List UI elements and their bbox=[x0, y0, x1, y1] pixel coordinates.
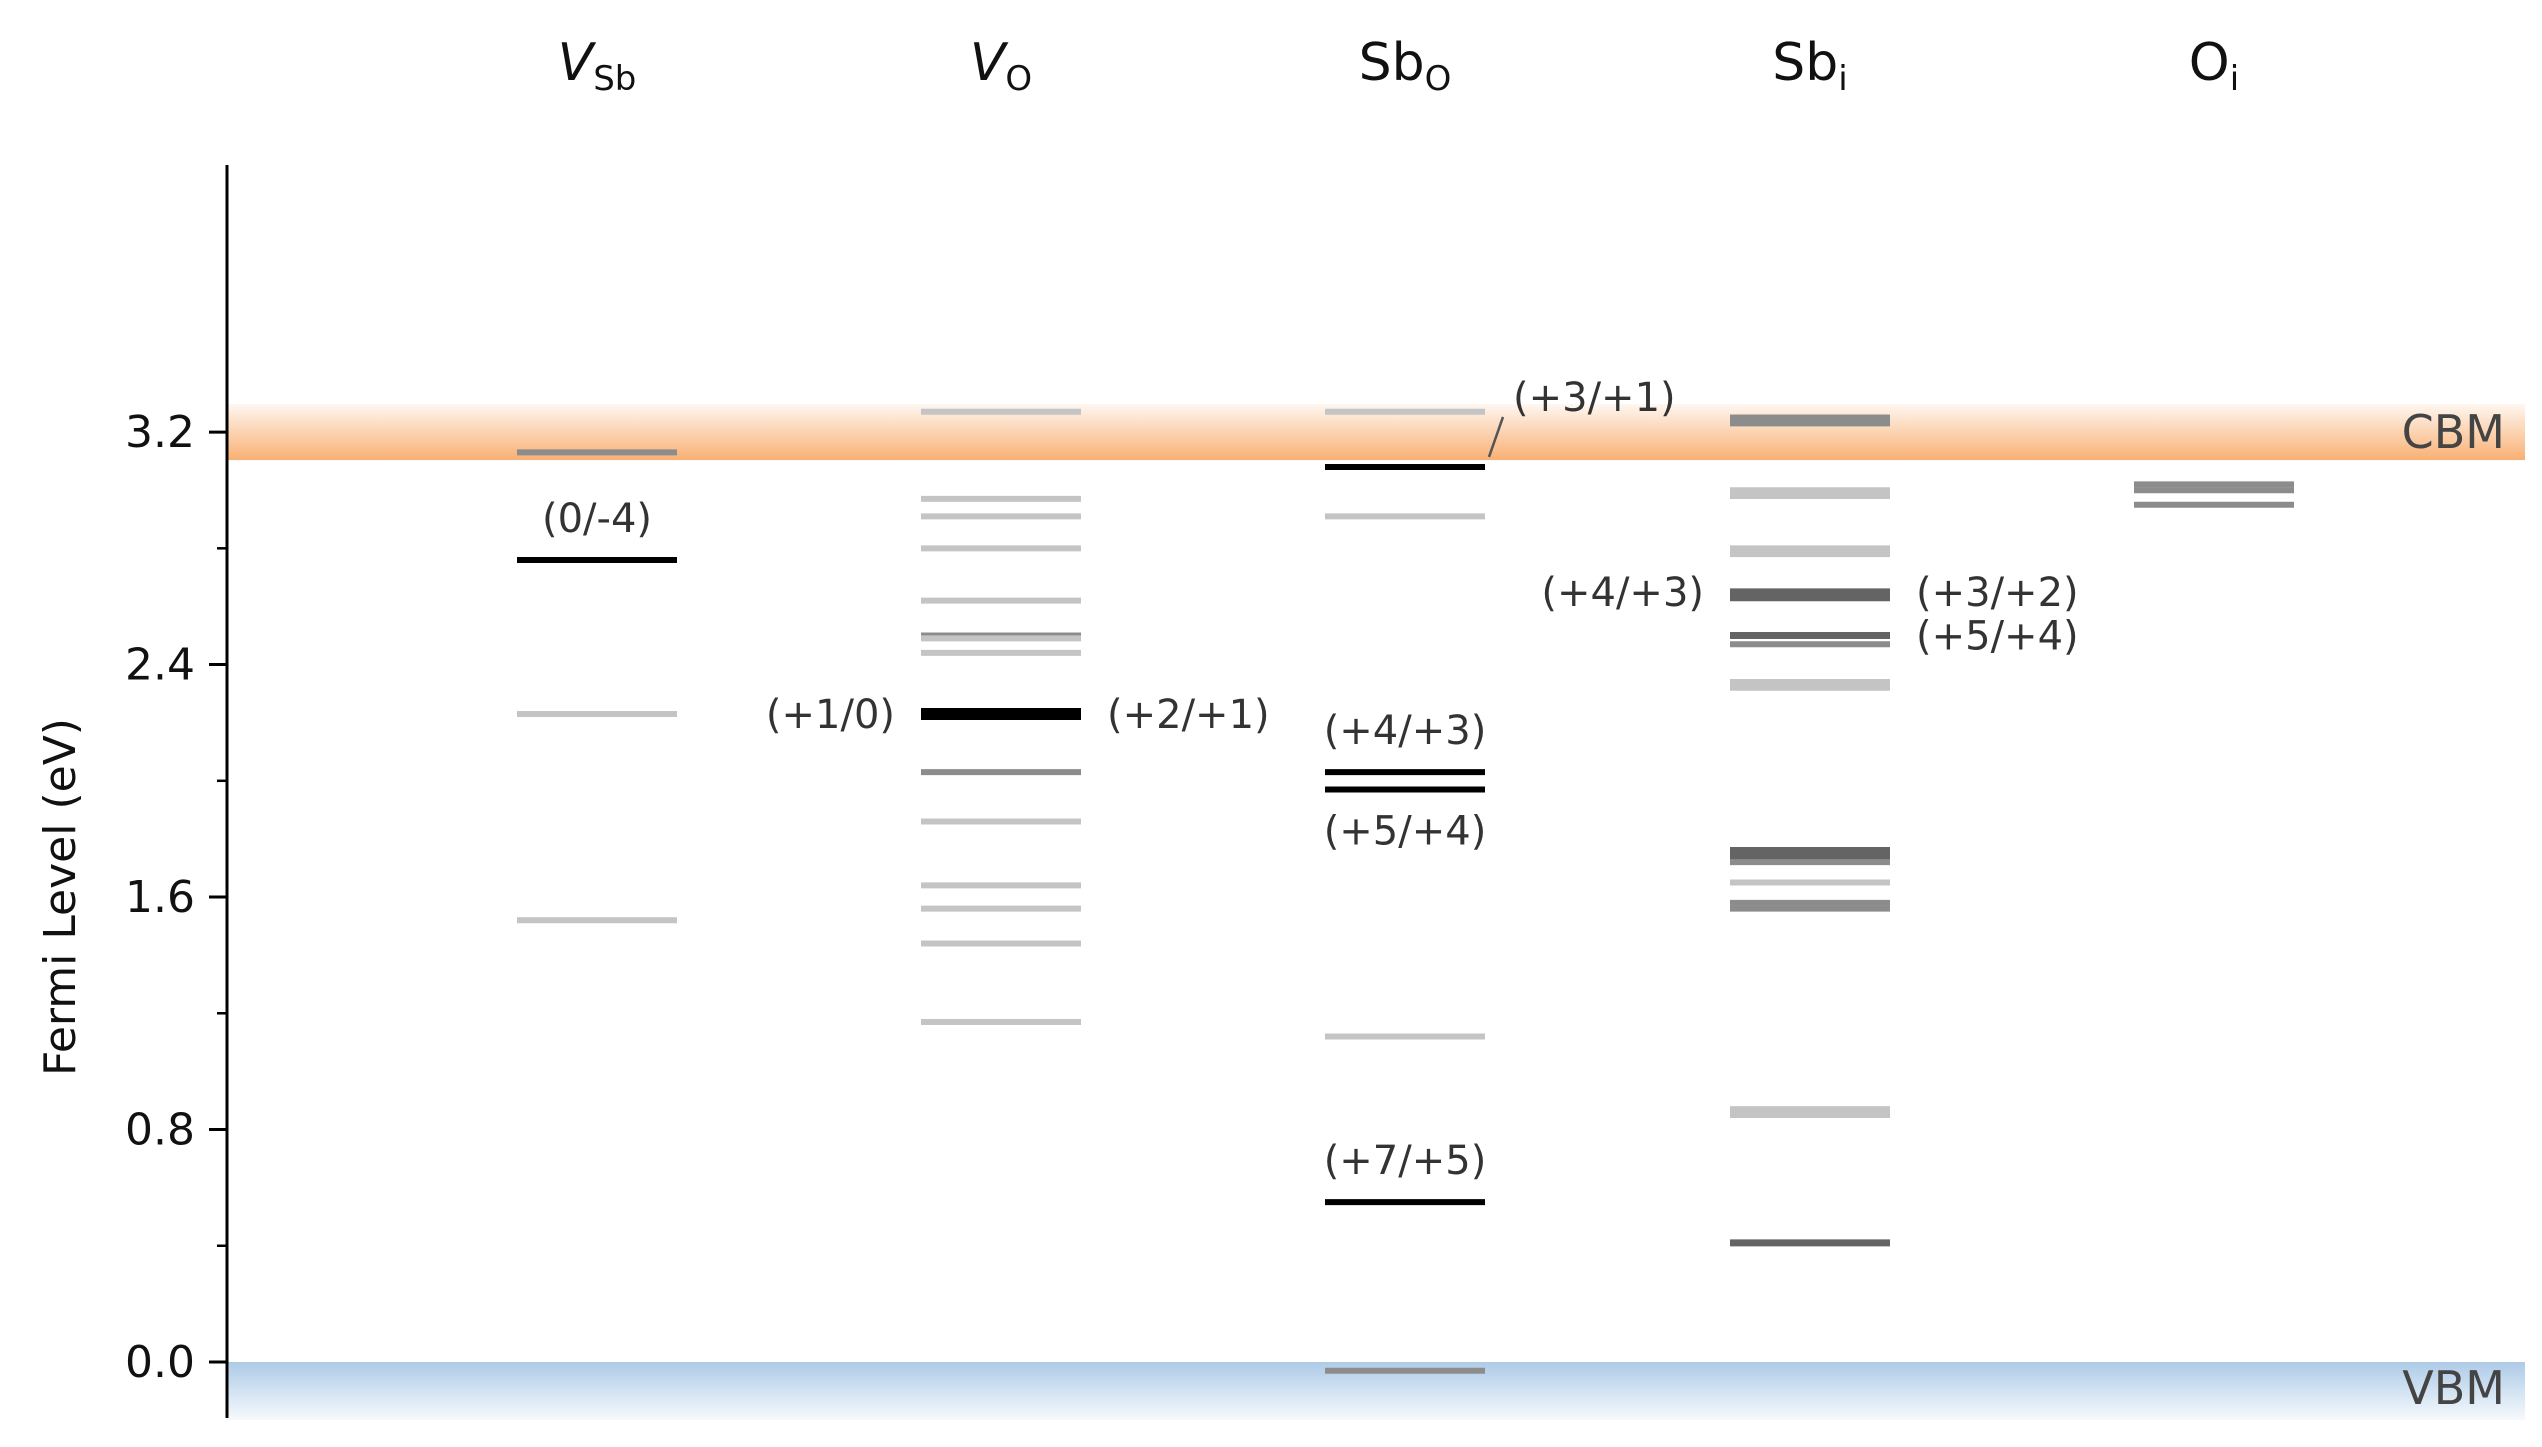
transition-label: (0/-4) bbox=[542, 496, 652, 542]
y-tick-label: 2.4 bbox=[125, 640, 195, 691]
transition-label: (+3/+1) bbox=[1513, 375, 1676, 421]
defect-header: VSb bbox=[558, 33, 637, 99]
defect-header: SbO bbox=[1359, 33, 1452, 99]
defect-header: VO bbox=[970, 33, 1032, 99]
transition-label: (+4/+3) bbox=[1541, 570, 1704, 616]
defect-header-main: O bbox=[2189, 33, 2230, 93]
defect-header-sub: i bbox=[1838, 59, 1847, 99]
transition-label: (+7/+5) bbox=[1324, 1138, 1487, 1184]
y-tick-label: 3.2 bbox=[125, 407, 195, 458]
band-edges: CBM VBM bbox=[227, 404, 2525, 1420]
defect-header-main: V bbox=[970, 33, 1009, 93]
transition-labels: (0/-4) (+1/0) (+2/+1) (+3/+1) (+4/+3) (+5/+4)… bbox=[542, 375, 2079, 1184]
transition-label: (+4/+3) bbox=[1324, 708, 1487, 754]
y-tick-label: 0.8 bbox=[125, 1105, 195, 1156]
defect-header-main: V bbox=[558, 33, 597, 93]
leader-line bbox=[1487, 416, 1505, 458]
y-axis-title: Fermi Level (eV) bbox=[35, 718, 86, 1076]
defect-header-sub: Sb bbox=[593, 59, 636, 99]
y-axis: 0.0 0.8 1.6 2.4 3.2 Fermi Level (eV) bbox=[35, 165, 229, 1418]
defect-header-sub: i bbox=[2230, 59, 2239, 99]
defect-header: Oi bbox=[2189, 33, 2239, 99]
transition-label: (+3/+2) bbox=[1916, 570, 2079, 616]
transition-label: (+5/+4) bbox=[1916, 614, 2079, 660]
defect-header-sub: O bbox=[1005, 59, 1032, 99]
transition-label: (+5/+4) bbox=[1324, 809, 1487, 855]
defect-headers: VSb VO SbO Sbi Oi bbox=[558, 33, 2240, 99]
y-tick-label: 1.6 bbox=[125, 872, 195, 923]
transition-label: (+1/0) bbox=[766, 692, 895, 738]
cbm-label: CBM bbox=[2402, 405, 2505, 459]
defect-header-sub: O bbox=[1425, 59, 1452, 99]
defect-header-main: Sb bbox=[1772, 33, 1838, 93]
defect-header: Sbi bbox=[1772, 33, 1847, 99]
defect-header-main: Sb bbox=[1359, 33, 1425, 93]
y-tick-label: 0.0 bbox=[125, 1337, 195, 1388]
defect-levels bbox=[517, 408, 2294, 1374]
transition-label: (+2/+1) bbox=[1107, 692, 1270, 738]
vbm-label: VBM bbox=[2402, 1361, 2505, 1415]
